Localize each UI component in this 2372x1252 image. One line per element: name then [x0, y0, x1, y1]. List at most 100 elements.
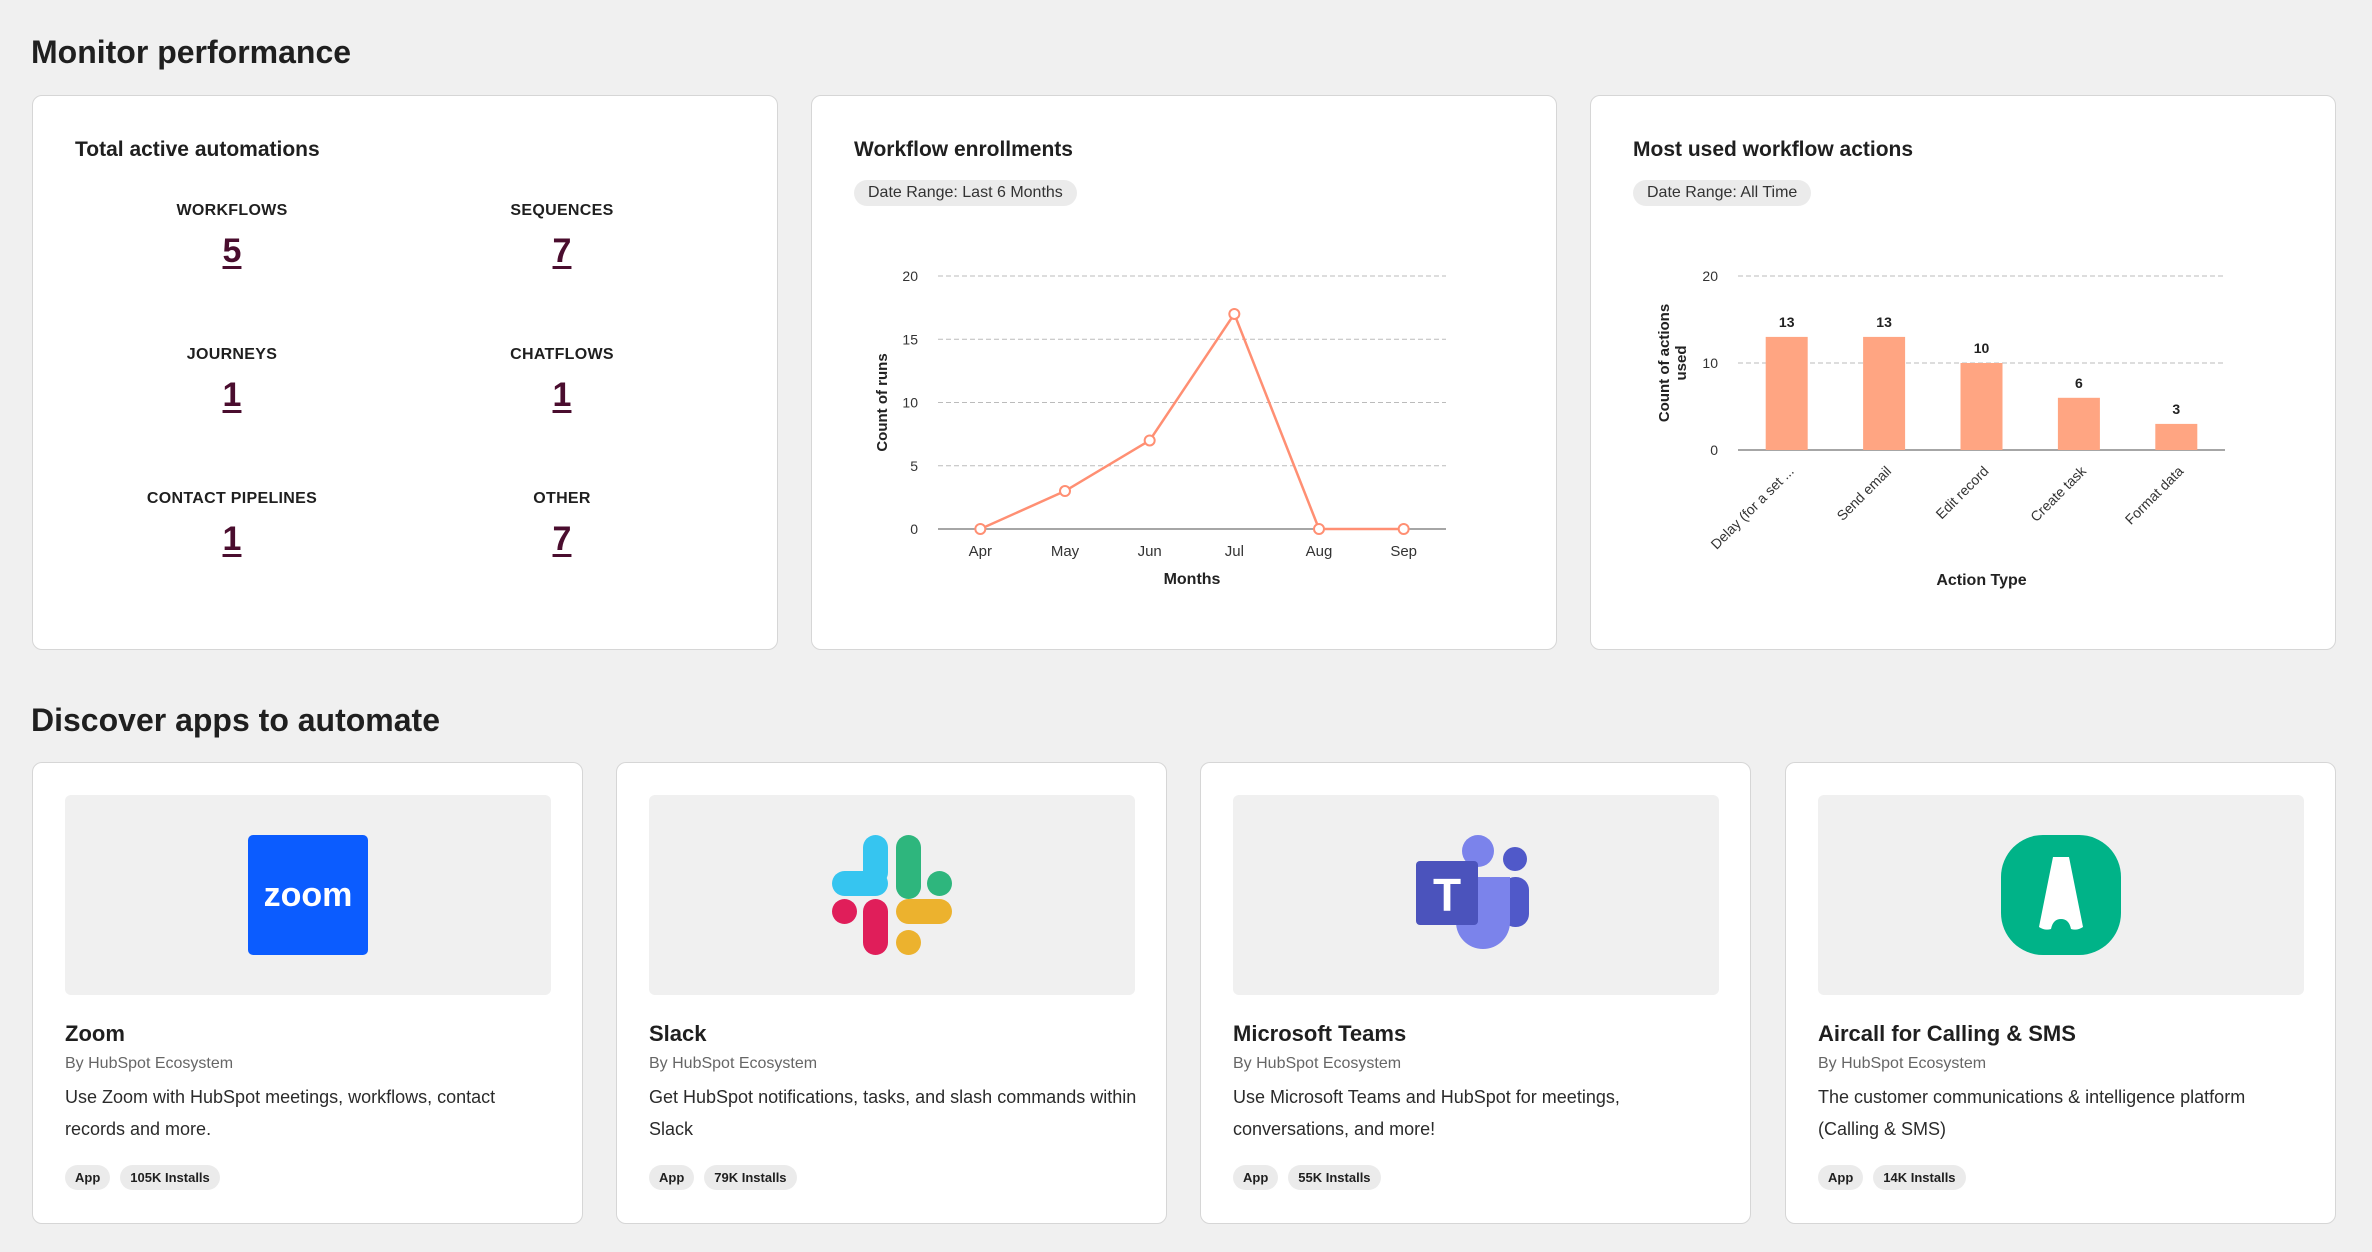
x-tick-label: Create task [2027, 462, 2090, 525]
x-axis-label: Action Type [1936, 572, 2026, 589]
app-name[interactable]: Slack [649, 1021, 707, 1046]
series-line [979, 311, 1404, 531]
data-point [1059, 485, 1071, 498]
app-publisher: By HubSpot Ecosystem [1233, 1055, 1402, 1072]
x-tick-label: May [1051, 543, 1080, 560]
workflow-enrollments-card: Workflow enrollments Date Range: Last 6 … [811, 95, 1557, 650]
stat-value-link[interactable]: 7 [552, 232, 572, 270]
data-point [974, 523, 987, 535]
type-tag: App [65, 1165, 111, 1190]
app-image [1818, 795, 2304, 995]
aircall-logo-icon [2001, 835, 2121, 955]
bar [1863, 336, 1906, 450]
x-axis-label: Months [1164, 571, 1221, 588]
app-card-teams[interactable]: T Microsoft Teams By HubSpot Ecosystem U… [1200, 762, 1751, 1224]
installs-tag: 14K Installs [1873, 1165, 1966, 1190]
type-tag: App [1818, 1165, 1864, 1190]
app-description: Use Microsoft Teams and HubSpot for meet… [1233, 1087, 1620, 1139]
app-image: T [1233, 795, 1719, 995]
y-axis-label: Count of actionsused [1656, 304, 1690, 422]
app-description: Use Zoom with HubSpot meetings, workflow… [65, 1087, 496, 1139]
data-label: 6 [2075, 375, 2083, 391]
y-tick-label: 5 [910, 458, 918, 474]
data-point [1397, 523, 1410, 535]
stat-label: OTHER [533, 490, 591, 507]
app-publisher: By HubSpot Ecosystem [649, 1055, 818, 1072]
date-range-pill[interactable]: Date Range: Last 6 Months [854, 180, 1077, 206]
card-title: Most used workflow actions [1633, 138, 1914, 161]
installs-tag: 105K Installs [120, 1165, 220, 1190]
stat-workflows: WORKFLOWS 5 [82, 202, 382, 271]
card-title: Total active automations [75, 138, 320, 161]
y-tick-label: 0 [1710, 442, 1718, 458]
svg-text:T: T [1433, 869, 1461, 921]
bar [2057, 397, 2100, 450]
app-name[interactable]: Zoom [65, 1021, 125, 1046]
app-image [649, 795, 1135, 995]
stat-label: CONTACT PIPELINES [146, 490, 318, 507]
y-tick-label: 10 [1702, 355, 1718, 371]
x-tick-label: Sep [1390, 543, 1417, 560]
app-card-aircall[interactable]: Aircall for Calling & SMS By HubSpot Eco… [1785, 762, 2336, 1224]
data-point [1228, 307, 1241, 320]
stat-chatflows: CHATFLOWS 1 [412, 346, 712, 415]
x-tick-label: Apr [969, 543, 992, 560]
bar [1765, 336, 1808, 450]
slack-logo-icon [832, 835, 952, 955]
app-name[interactable]: Aircall for Calling & SMS [1818, 1021, 2076, 1046]
y-tick-label: 15 [902, 331, 918, 347]
stat-contact-pipelines: CONTACT PIPELINES 1 [82, 490, 382, 559]
y-tick-label: 0 [910, 521, 918, 537]
x-tick-label: Delay (for a set ... [1707, 463, 1796, 552]
total-automations-card: Total active automations WORKFLOWS 5 SEQU… [32, 95, 778, 650]
bar [1960, 363, 2003, 450]
x-tick-label: Send email [1833, 463, 1894, 524]
stat-value-link[interactable]: 1 [552, 376, 572, 414]
app-card-zoom[interactable]: zoom Zoom By HubSpot Ecosystem Use Zoom … [32, 762, 583, 1224]
data-label: 13 [1876, 314, 1892, 330]
x-tick-label: Aug [1306, 543, 1333, 560]
app-card-slack[interactable]: Slack By HubSpot Ecosystem Get HubSpot n… [616, 762, 1167, 1224]
stat-value-link[interactable]: 5 [222, 232, 242, 270]
stat-value-link[interactable]: 1 [222, 520, 242, 558]
x-tick-label: Edit record [1932, 463, 1991, 522]
zoom-logo-icon: zoom [248, 835, 368, 955]
app-description: Get HubSpot notifications, tasks, and sl… [649, 1087, 1137, 1139]
stat-sequences: SEQUENCES 7 [412, 202, 712, 271]
y-tick-label: 20 [902, 268, 918, 284]
x-tick-label: Jul [1225, 543, 1244, 560]
stat-label: JOURNEYS [186, 346, 278, 363]
y-axis-label: Count of runs [874, 353, 891, 451]
data-label: 10 [1974, 340, 1990, 356]
stat-other: OTHER 7 [412, 490, 712, 559]
data-point [1143, 434, 1156, 447]
app-description: The customer communications & intelligen… [1818, 1087, 2246, 1139]
installs-tag: 79K Installs [704, 1165, 797, 1190]
stat-label: WORKFLOWS [176, 202, 288, 219]
data-point [1313, 523, 1325, 535]
x-tick-label: Jun [1138, 543, 1162, 560]
bar [2155, 423, 2198, 450]
app-name[interactable]: Microsoft Teams [1233, 1021, 1407, 1046]
section-heading-discover: Discover apps to automate [31, 702, 440, 738]
app-image: zoom [65, 795, 551, 995]
y-tick-label: 10 [902, 395, 918, 411]
app-publisher: By HubSpot Ecosystem [1818, 1055, 1987, 1072]
teams-logo-icon: T [1416, 835, 1529, 949]
stat-label: CHATFLOWS [510, 346, 614, 363]
date-range-pill[interactable]: Date Range: All Time [1633, 180, 1812, 206]
stat-value-link[interactable]: 1 [222, 376, 242, 414]
bar-chart: 0 10 20 Count of actionsused 13 Delay (for a … [1656, 268, 2225, 589]
x-tick-label: Format data [2122, 463, 2187, 528]
app-publisher: By HubSpot Ecosystem [65, 1055, 234, 1072]
data-label: 3 [2172, 401, 2180, 417]
stat-value-link[interactable]: 7 [552, 520, 572, 558]
installs-tag: 55K Installs [1288, 1165, 1381, 1190]
y-tick-label: 20 [1702, 268, 1718, 284]
data-label: 13 [1779, 314, 1795, 330]
stat-journeys: JOURNEYS 1 [82, 346, 382, 415]
line-chart: 0 5 10 15 20 Count of runs Apr May Jun Jul Aug Sep M… [874, 268, 1446, 588]
type-tag: App [649, 1165, 695, 1190]
workflow-actions-card: Most used workflow actions Date Range: A… [1590, 95, 2336, 650]
stat-label: SEQUENCES [510, 202, 614, 219]
